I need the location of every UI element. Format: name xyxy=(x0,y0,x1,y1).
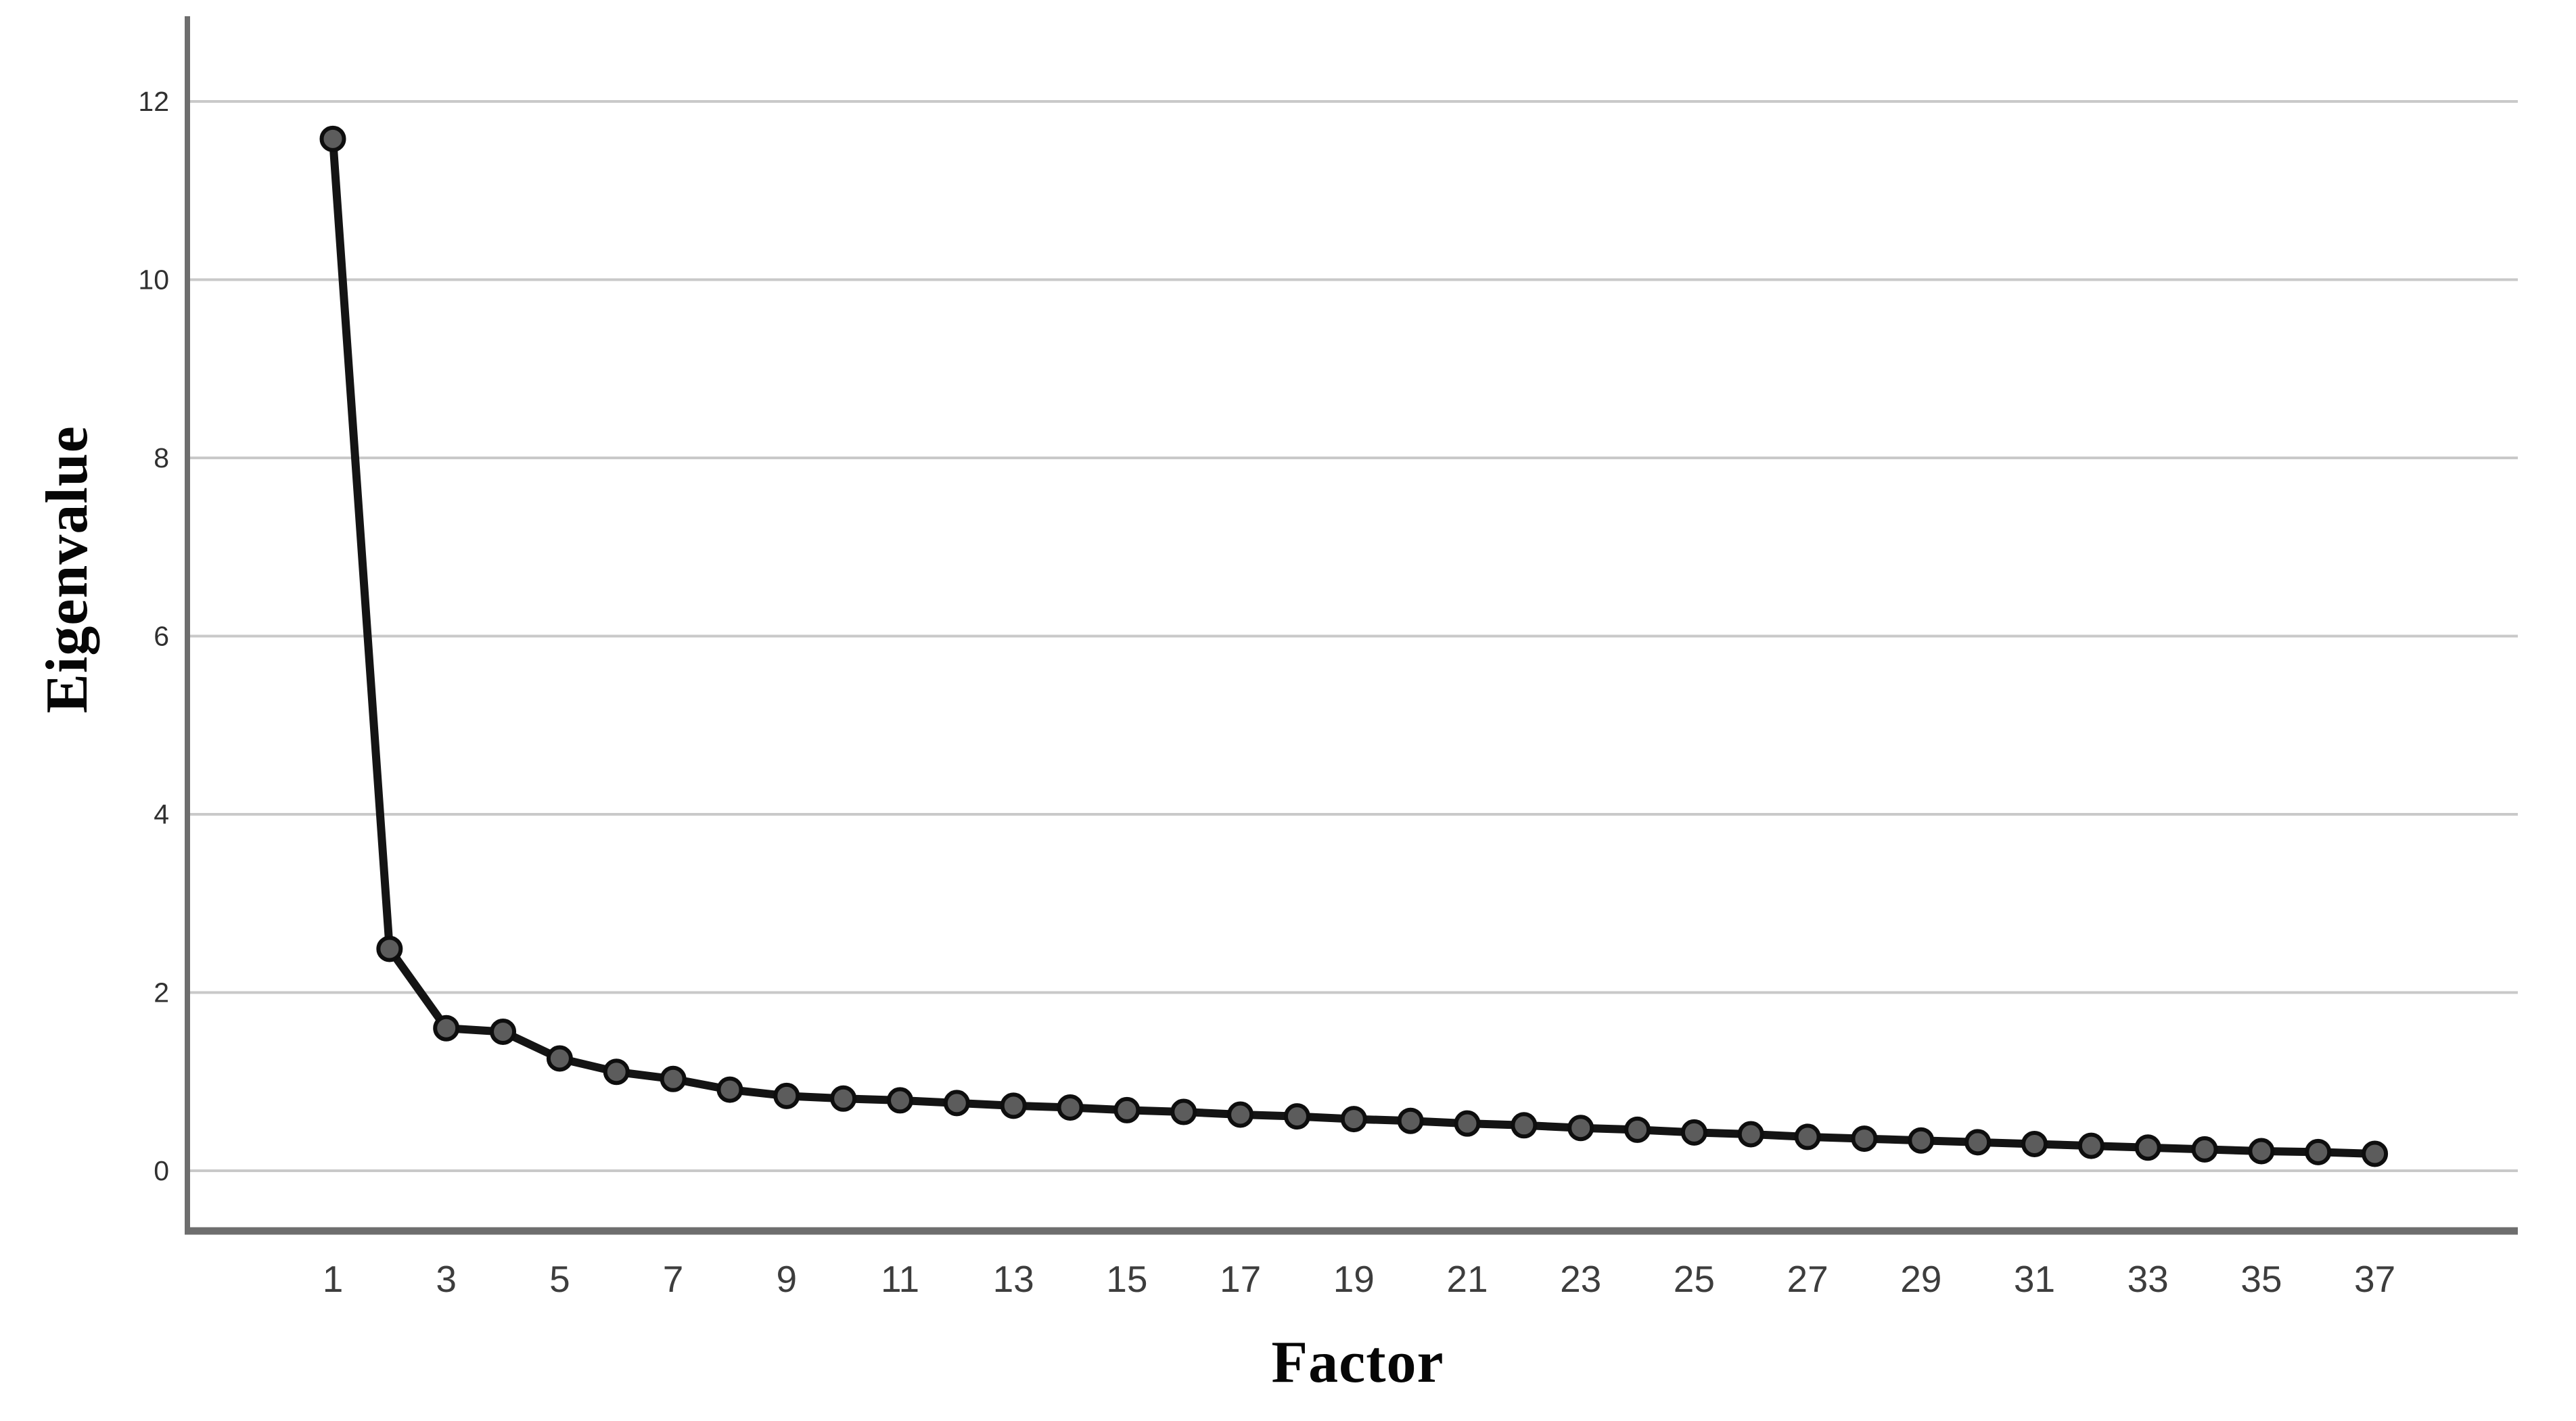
data-point-marker xyxy=(1454,1110,1481,1137)
data-point-marker xyxy=(1737,1121,1764,1148)
x-tick-label: 9 xyxy=(777,1258,798,1300)
data-point-marker xyxy=(773,1082,800,1109)
x-tick-label: 31 xyxy=(2014,1258,2055,1300)
data-point-marker xyxy=(603,1058,630,1086)
data-points xyxy=(319,125,2389,1167)
y-tick-label: 2 xyxy=(154,977,169,1008)
data-point-marker xyxy=(2305,1138,2332,1165)
data-point-marker xyxy=(376,935,403,962)
x-tick-label: 1 xyxy=(323,1258,344,1300)
data-point-marker xyxy=(1511,1112,1538,1139)
data-point-marker xyxy=(887,1087,913,1114)
data-point-marker xyxy=(1964,1129,1992,1156)
y-tick-label: 4 xyxy=(154,799,169,830)
data-point-marker xyxy=(1170,1098,1197,1125)
x-tick-label: 37 xyxy=(2354,1258,2395,1300)
data-point-marker xyxy=(490,1018,517,1045)
data-point-marker xyxy=(830,1085,857,1112)
data-point-marker xyxy=(1794,1123,1821,1150)
data-point-marker xyxy=(716,1076,743,1103)
x-axis-title: Factor xyxy=(1271,1330,1444,1395)
x-tick-label: 13 xyxy=(993,1258,1034,1300)
x-tick-label: 19 xyxy=(1333,1258,1375,1300)
y-tick-label: 12 xyxy=(138,86,169,117)
data-point-marker xyxy=(943,1090,970,1117)
x-tick-label: 11 xyxy=(881,1258,919,1300)
x-tick-label: 3 xyxy=(436,1258,457,1300)
data-point-marker xyxy=(2134,1134,2161,1161)
x-tick-label: 29 xyxy=(1900,1258,1941,1300)
data-point-marker xyxy=(1908,1127,1935,1154)
gridlines xyxy=(187,100,2518,1172)
data-point-marker xyxy=(1397,1107,1424,1134)
data-point-marker xyxy=(2021,1130,2048,1157)
x-tick-label: 7 xyxy=(663,1258,684,1300)
data-point-marker xyxy=(1113,1096,1141,1123)
x-tick-label: 25 xyxy=(1674,1258,1715,1300)
x-tick-label: 5 xyxy=(549,1258,570,1300)
y-axis-tick-labels: 0 2 4 6 8 10 12 xyxy=(138,86,169,1186)
data-point-marker xyxy=(433,1015,460,1042)
y-axis-title: Eigenvalue xyxy=(34,425,100,714)
x-tick-label: 27 xyxy=(1787,1258,1828,1300)
data-point-marker xyxy=(1057,1094,1084,1121)
y-tick-label: 8 xyxy=(154,442,169,473)
data-point-marker xyxy=(660,1065,687,1092)
data-point-marker xyxy=(1227,1101,1254,1128)
y-tick-label: 6 xyxy=(154,621,169,652)
y-tick-label: 0 xyxy=(154,1155,169,1186)
scree-line xyxy=(329,135,2379,1158)
x-tick-label: 33 xyxy=(2128,1258,2169,1300)
data-point-marker xyxy=(1283,1103,1310,1130)
y-tick-label: 10 xyxy=(138,264,169,296)
data-point-marker xyxy=(1340,1106,1367,1133)
data-point-marker xyxy=(546,1045,573,1072)
data-point-marker xyxy=(2248,1138,2275,1165)
data-point-marker xyxy=(1851,1125,1878,1152)
data-point-marker xyxy=(319,125,346,152)
x-tick-label: 15 xyxy=(1106,1258,1147,1300)
data-point-marker xyxy=(1567,1115,1594,1142)
x-tick-label: 21 xyxy=(1446,1258,1488,1300)
x-tick-label: 35 xyxy=(2240,1258,2282,1300)
data-point-marker xyxy=(2362,1140,2389,1167)
x-tick-label: 23 xyxy=(1560,1258,1601,1300)
x-axis-tick-labels: 1 3 5 7 9 11 13 15 17 19 21 23 25 27 29 31 33 35 37 xyxy=(323,1258,2395,1300)
data-point-marker xyxy=(2191,1136,2218,1163)
data-point-marker xyxy=(2077,1132,2104,1159)
x-tick-label: 17 xyxy=(1220,1258,1261,1300)
data-point-marker xyxy=(1000,1092,1027,1119)
data-point-marker xyxy=(1624,1116,1651,1143)
data-point-marker xyxy=(1680,1119,1707,1146)
